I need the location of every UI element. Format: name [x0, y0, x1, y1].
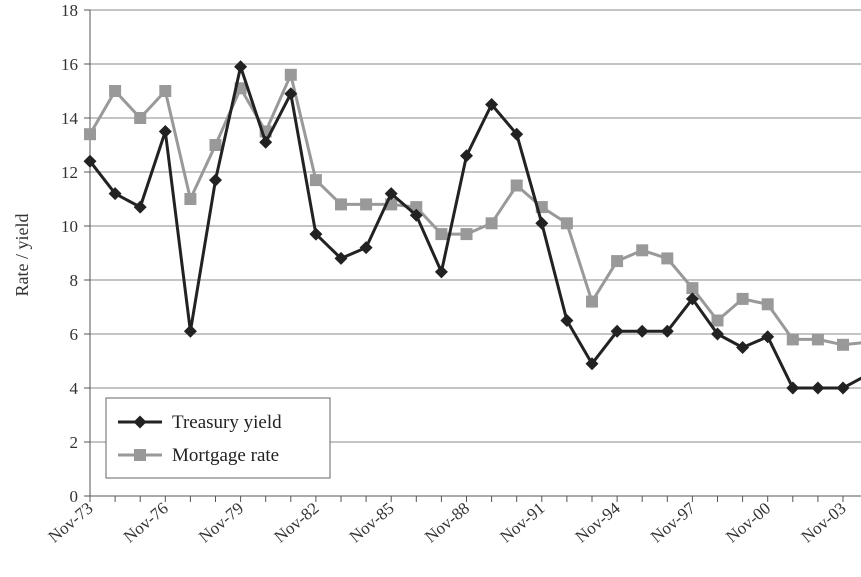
y-tick-label: 18 — [61, 1, 78, 20]
data-point — [158, 125, 172, 138]
data-point — [209, 173, 222, 187]
data-point — [786, 381, 800, 395]
data-point — [159, 85, 172, 97]
x-tick-label: Nov-76 — [120, 499, 172, 547]
data-point — [636, 244, 649, 257]
data-point — [485, 98, 499, 111]
legend-label: Treasury yield — [172, 412, 282, 433]
y-tick-label: 0 — [70, 487, 79, 506]
data-point — [83, 154, 97, 168]
data-point — [460, 149, 473, 163]
data-point — [761, 330, 775, 344]
data-point — [334, 251, 348, 265]
y-tick-label: 14 — [61, 109, 79, 128]
data-point — [284, 68, 297, 81]
legend-swatch-marker — [133, 415, 147, 429]
data-point — [811, 333, 824, 346]
data-point — [384, 187, 398, 201]
legend: Treasury yield Mortgage rate — [105, 397, 331, 479]
x-tick-label: Nov-85 — [346, 499, 398, 547]
data-point — [585, 357, 599, 371]
data-point — [635, 324, 649, 338]
data-point — [837, 338, 849, 351]
y-tick-label: 12 — [61, 163, 78, 182]
data-point — [109, 85, 122, 97]
data-point — [209, 139, 222, 151]
x-axis-ticks: Nov-73 Nov-76 Nov-79 Nov-82 Nov-85 Nov-88 Nov-… — [45, 496, 850, 547]
legend-label: Mortgage rate — [172, 445, 279, 466]
data-point — [661, 252, 674, 265]
data-point — [811, 381, 825, 395]
data-point — [510, 179, 523, 192]
data-point — [435, 228, 448, 241]
x-tick-label: Nov-03 — [798, 499, 850, 547]
y-tick-label: 16 — [61, 55, 78, 74]
data-point — [460, 228, 473, 241]
data-point — [184, 193, 197, 205]
data-point — [309, 227, 323, 241]
data-point — [686, 282, 699, 295]
data-point — [485, 217, 498, 230]
data-point — [685, 292, 699, 306]
y-tick-label: 8 — [70, 271, 79, 290]
legend-swatch-marker — [134, 449, 146, 461]
y-tick-label: 4 — [70, 379, 79, 398]
data-point — [611, 255, 624, 268]
data-point — [134, 112, 147, 124]
data-point — [309, 174, 322, 187]
data-point — [736, 341, 750, 354]
data-point — [409, 208, 423, 222]
x-tick-label: Nov-00 — [722, 499, 774, 547]
data-point — [736, 292, 749, 305]
series-line — [88, 65, 861, 390]
data-point — [183, 324, 197, 338]
data-point — [560, 217, 573, 230]
data-point — [84, 128, 96, 141]
data-point — [434, 265, 448, 279]
y-axis-ticks: 0 2 4 6 8 10 12 14 16 18 — [61, 1, 90, 506]
data-point — [610, 324, 624, 338]
data-point — [133, 200, 147, 214]
series-layer — [83, 60, 861, 395]
data-point — [560, 314, 574, 327]
series-treasury-yield — [83, 60, 861, 395]
data-point — [359, 241, 373, 255]
x-tick-label: Nov-79 — [195, 499, 247, 547]
legend-box — [105, 397, 331, 479]
data-point — [711, 327, 724, 341]
data-point — [410, 201, 423, 214]
x-tick-label: Nov-91 — [496, 499, 548, 547]
data-point — [360, 198, 373, 211]
data-point — [836, 381, 850, 395]
data-point — [711, 314, 724, 327]
data-point — [535, 216, 549, 230]
data-point — [786, 333, 799, 346]
data-point — [586, 295, 598, 308]
y-tick-label: 6 — [70, 325, 79, 344]
data-point — [234, 60, 248, 74]
series-mortgage-rate — [84, 68, 861, 351]
x-tick-label: Nov-88 — [421, 499, 473, 547]
data-point — [510, 127, 524, 141]
y-tick-label: 2 — [70, 433, 79, 452]
data-point — [259, 135, 273, 149]
x-tick-label: Nov-94 — [572, 498, 624, 546]
x-tick-label: Nov-97 — [647, 498, 699, 546]
data-point — [284, 87, 298, 101]
y-axis-label: Rate / yield — [12, 214, 32, 297]
data-point — [335, 198, 347, 211]
data-point — [660, 324, 674, 338]
y-tick-label: 10 — [61, 217, 78, 236]
data-point — [108, 187, 122, 201]
x-tick-label: Nov-82 — [270, 499, 322, 547]
data-point — [761, 298, 774, 311]
